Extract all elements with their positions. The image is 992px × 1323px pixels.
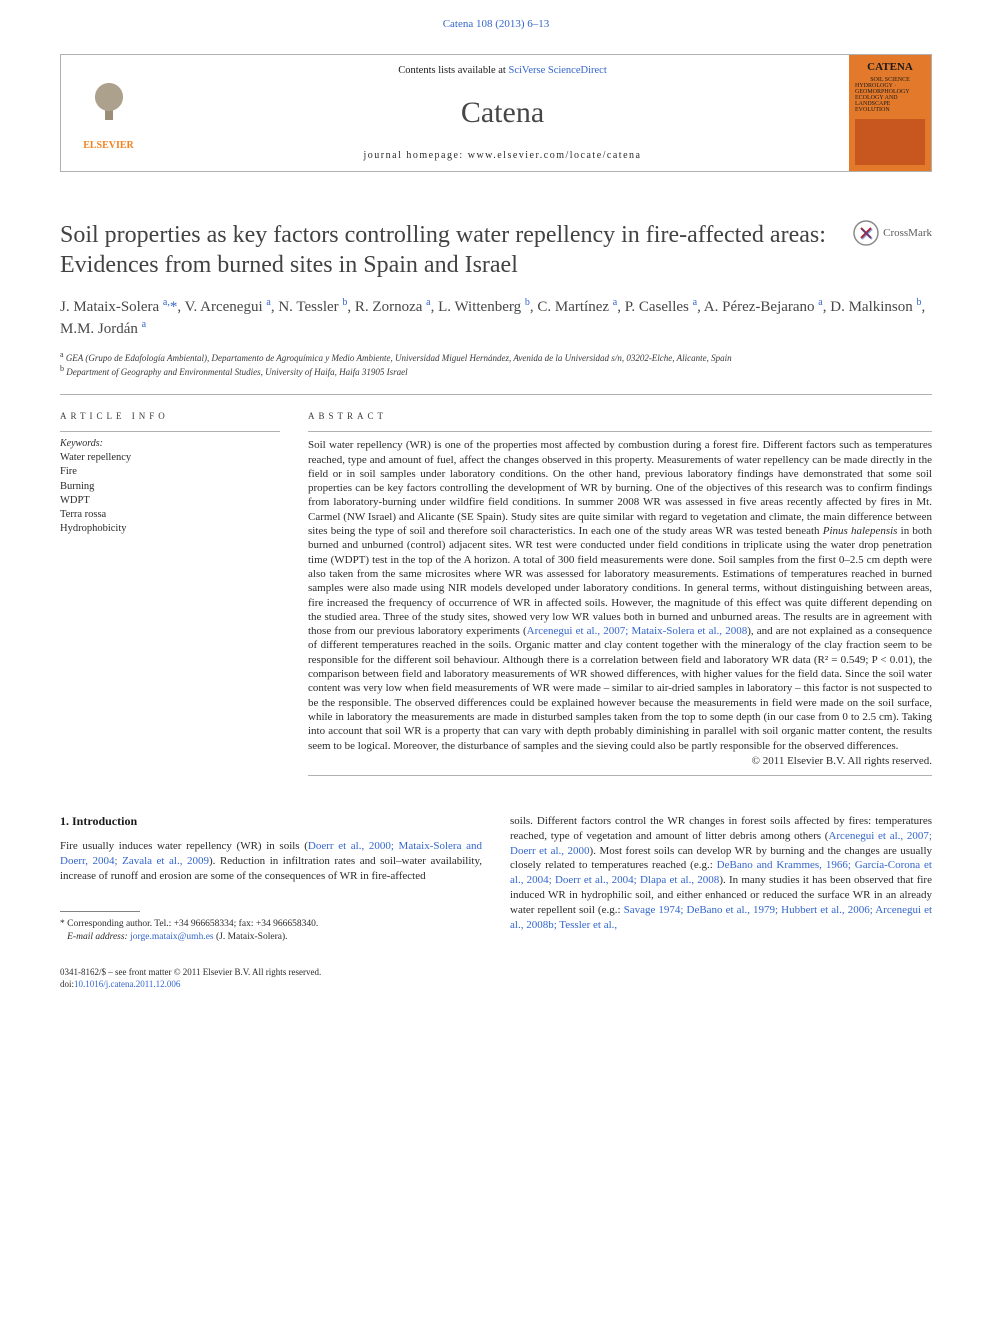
abstract-col: ABSTRACT Soil water repellency (WR) is o… (308, 411, 932, 782)
elsevier-tree-icon (79, 76, 139, 136)
email-link[interactable]: jorge.mataix@umh.es (130, 932, 214, 942)
cover-image (855, 119, 925, 165)
contents-link[interactable]: SciVerse ScienceDirect (508, 65, 606, 76)
abstract-label: ABSTRACT (308, 411, 932, 421)
keywords-label: Keywords: (60, 438, 280, 449)
intro-text-left: Fire usually induces water repellency (W… (60, 839, 482, 884)
keywords-list: Water repellency Fire Burning WDPT Terra… (60, 451, 280, 536)
citation-ref: Catena 108 (2013) 6–13 (60, 0, 932, 54)
mini-separator (308, 775, 932, 776)
body-col-right: soils. Different factors control the WR … (510, 814, 932, 990)
crossmark-badge[interactable]: CrossMark (832, 220, 932, 246)
abstract-text: Soil water repellency (WR) is one of the… (308, 438, 932, 753)
keyword: Burning (60, 480, 280, 494)
intro-text-right: soils. Different factors control the WR … (510, 814, 932, 933)
keyword: WDPT (60, 494, 280, 508)
journal-cover: CATENA SOIL SCIENCE HYDROLOGY · GEOMORPH… (849, 55, 931, 171)
article-title: Soil properties as key factors controlli… (60, 220, 832, 280)
article-info-label: ARTICLE INFO (60, 411, 280, 421)
crossmark-label: CrossMark (883, 227, 932, 239)
keyword: Fire (60, 465, 280, 479)
doi-link[interactable]: 10.1016/j.catena.2011.12.006 (74, 979, 180, 989)
contents-prefix: Contents lists available at (398, 65, 508, 76)
elsevier-logo: ELSEVIER (61, 55, 156, 171)
mini-separator (60, 431, 280, 432)
keyword: Hydrophobicity (60, 522, 280, 536)
contents-line: Contents lists available at SciVerse Sci… (398, 65, 606, 76)
elsevier-label: ELSEVIER (83, 140, 134, 151)
journal-header: ELSEVIER Contents lists available at Sci… (60, 54, 932, 172)
footer-block: 0341-8162/$ – see front matter © 2011 El… (60, 966, 482, 990)
authors: J. Mataix-Solera a,*, V. Arcenegui a, N.… (60, 296, 932, 340)
copyright: © 2011 Elsevier B.V. All rights reserved… (308, 755, 932, 767)
footnote-separator (60, 911, 140, 912)
separator (60, 394, 932, 395)
homepage-line: journal homepage: www.elsevier.com/locat… (364, 150, 642, 161)
cover-sub2: HYDROLOGY · GEOMORPHOLOGY (855, 83, 925, 95)
article-info-col: ARTICLE INFO Keywords: Water repellency … (60, 411, 280, 782)
crossmark-icon (853, 220, 879, 246)
homepage-url[interactable]: www.elsevier.com/locate/catena (468, 150, 642, 161)
affiliations: a GEA (Grupo de Edafología Ambiental), D… (60, 350, 932, 378)
mini-separator (308, 431, 932, 432)
issn-line: 0341-8162/$ – see front matter © 2011 El… (60, 966, 482, 978)
affiliation-a: a GEA (Grupo de Edafología Ambiental), D… (60, 350, 932, 364)
keyword: Terra rossa (60, 508, 280, 522)
corresponding-footnote: * Corresponding author. Tel.: +34 966658… (60, 918, 482, 944)
keyword: Water repellency (60, 451, 280, 465)
homepage-prefix: journal homepage: (364, 150, 468, 161)
journal-name: Catena (461, 96, 544, 130)
affiliation-b: b Department of Geography and Environmen… (60, 364, 932, 378)
cover-sub3: ECOLOGY AND LANDSCAPE EVOLUTION (855, 95, 925, 113)
body-col-left: 1. Introduction Fire usually induces wat… (60, 814, 482, 990)
cover-title: CATENA (867, 61, 913, 73)
intro-heading: 1. Introduction (60, 814, 482, 829)
journal-header-center: Contents lists available at SciVerse Sci… (156, 55, 849, 171)
